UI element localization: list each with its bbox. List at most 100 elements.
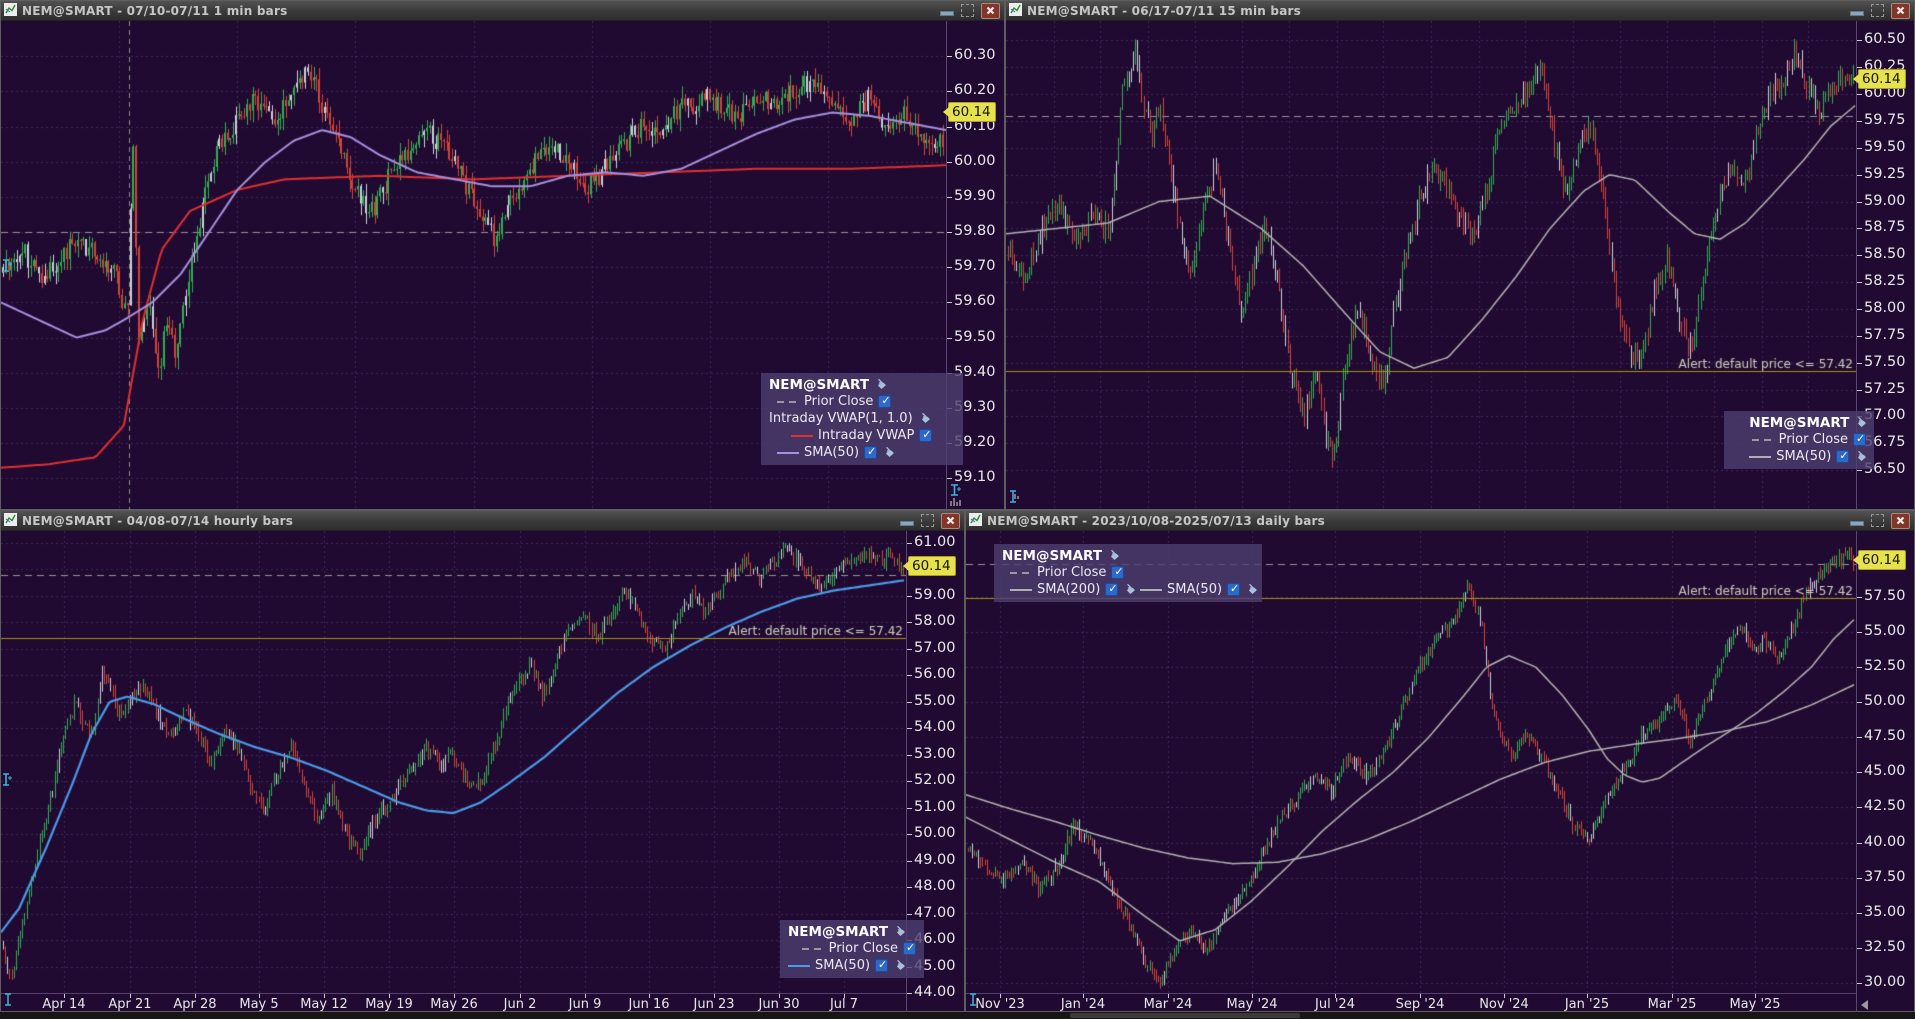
- window-titlebar[interactable]: NEM@SMART - 06/17-07/11 15 min bars: [1006, 1, 1914, 21]
- chart-tool-icon[interactable]: [968, 991, 980, 1010]
- legend-symbol[interactable]: NEM@SMART: [1749, 414, 1850, 431]
- last-price-badge: 60.14: [1853, 549, 1906, 570]
- y-axis-label: 55.00: [1857, 622, 1906, 639]
- restore-icon[interactable]: [1871, 4, 1884, 17]
- close-icon[interactable]: [1891, 2, 1910, 19]
- minimize-icon[interactable]: [939, 5, 954, 17]
- x-axis-label: Mar '24: [1143, 997, 1193, 1012]
- x-axis-label: May 19: [365, 997, 413, 1012]
- y-axis-label: 58.50: [1857, 246, 1906, 263]
- x-axis-tick: [1335, 994, 1336, 998]
- close-icon[interactable]: [981, 2, 1000, 19]
- hand-cursor-icon: [889, 956, 908, 975]
- checkbox-checked-icon[interactable]: [878, 394, 892, 408]
- vwap-swatch: [791, 434, 813, 437]
- checkbox-checked-icon[interactable]: [875, 958, 889, 972]
- chart-tool-icon[interactable]: [1008, 488, 1020, 507]
- legend-label: Prior Close: [804, 394, 874, 409]
- restore-icon[interactable]: [921, 514, 934, 527]
- chart-plot-area[interactable]: NEM@SMART Prior Close SMA(50) 60.14 61.0…: [1, 531, 964, 1012]
- checkbox-checked-icon[interactable]: [1836, 449, 1850, 463]
- x-axis-tick: [1083, 994, 1084, 998]
- y-axis-label: 40.00: [1857, 833, 1906, 850]
- y-axis-label: 59.60: [947, 293, 996, 310]
- chart-window-icon: [4, 1, 17, 20]
- checkbox-checked-icon[interactable]: [1105, 582, 1119, 596]
- checkbox-checked-icon[interactable]: [864, 445, 878, 459]
- price-axis[interactable]: 60.14 60.50 60.25 60.00 59.75 59.50 59.25 59.0…: [1853, 21, 1914, 510]
- x-axis-label: Jun 23: [693, 997, 735, 1012]
- mini-bars-icon[interactable]: [949, 497, 961, 507]
- x-axis-label: Jun 16: [628, 997, 670, 1012]
- y-axis-label: 55.00: [907, 692, 956, 709]
- chart-plot-area[interactable]: NEM@SMART Prior Close Intraday VWAP(1, 1…: [1, 21, 1004, 510]
- window-title: NEM@SMART - 06/17-07/11 15 min bars: [1027, 3, 1301, 18]
- x-axis-label: Jun 2: [503, 997, 537, 1012]
- candlestick-canvas[interactable]: [966, 531, 1856, 994]
- legend-symbol[interactable]: NEM@SMART: [788, 923, 889, 940]
- window-titlebar[interactable]: NEM@SMART - 07/10-07/11 1 min bars: [1, 1, 1004, 21]
- legend-symbol[interactable]: NEM@SMART: [1002, 547, 1103, 564]
- x-axis-label: Jun 9: [568, 997, 602, 1012]
- y-axis-label: 57.75: [1857, 326, 1906, 343]
- close-icon[interactable]: [1891, 512, 1910, 529]
- price-marker-icon[interactable]: [2, 257, 12, 276]
- price-marker-icon[interactable]: [2, 771, 12, 790]
- y-axis-label: 58.00: [907, 613, 956, 630]
- window-title: NEM@SMART - 04/08-07/14 hourly bars: [22, 513, 294, 528]
- candlestick-canvas[interactable]: [1006, 21, 1856, 510]
- y-axis-label: 58.25: [1857, 273, 1906, 290]
- hand-cursor-icon: [870, 375, 889, 394]
- legend-label: Prior Close: [1778, 432, 1848, 447]
- y-axis-label: 56.00: [907, 666, 956, 683]
- time-axis[interactable]: Apr 14 Apr 21 Apr 28 May 5 May 12 May 19 May 2…: [1, 993, 906, 1012]
- price-axis[interactable]: 60.14 60.30 60.20 60.10 60.00 59.90 59.80 59.7…: [943, 21, 1004, 510]
- chart-plot-area[interactable]: NEM@SMART Prior Close SMA(200) SMA(50) 60…: [966, 531, 1914, 1012]
- window-title: NEM@SMART - 2023/10/08-2025/07/13 daily …: [987, 513, 1326, 528]
- y-axis-label: 58.00: [1857, 300, 1906, 317]
- x-axis-tick: [1504, 994, 1505, 998]
- x-axis-tick: [1672, 994, 1673, 998]
- y-axis-label: 59.70: [947, 258, 996, 275]
- window-titlebar[interactable]: NEM@SMART - 2023/10/08-2025/07/13 daily …: [966, 511, 1914, 531]
- last-price-badge: 60.14: [943, 102, 996, 123]
- minimize-icon[interactable]: [899, 515, 914, 527]
- chart-window-daily: NEM@SMART - 2023/10/08-2025/07/13 daily …: [965, 510, 1915, 1012]
- y-axis-label: 54.00: [907, 719, 956, 736]
- checkbox-checked-icon[interactable]: [903, 941, 916, 955]
- x-axis-label: Sep '24: [1395, 997, 1445, 1012]
- text-cursor-icon[interactable]: [949, 484, 961, 496]
- y-axis-label: 57.00: [907, 639, 956, 656]
- scroll-left-arrow-icon[interactable]: [1861, 1000, 1868, 1010]
- x-axis-tick: [259, 994, 260, 998]
- x-axis-label: Jul 7: [829, 997, 859, 1012]
- candlestick-canvas[interactable]: [1, 531, 906, 994]
- restore-icon[interactable]: [1871, 514, 1884, 527]
- time-axis[interactable]: Nov '23 Jan '24 Mar '24 May '24 Jul '24 Sep '…: [966, 993, 1856, 1012]
- chart-tool-icon[interactable]: [3, 991, 15, 1010]
- price-axis[interactable]: 60.14 57.50 55.00 52.50 50.00 47.50 45.00 42.5…: [1853, 531, 1914, 1012]
- x-axis-tick: [130, 994, 131, 998]
- x-axis-label: Apr 21: [108, 997, 152, 1012]
- legend-label: Prior Close: [828, 941, 898, 956]
- legend-symbol[interactable]: NEM@SMART: [769, 376, 870, 393]
- close-icon[interactable]: [941, 512, 960, 529]
- y-axis-label: 49.00: [907, 851, 956, 868]
- prior-close-swatch: [801, 947, 824, 950]
- chart-plot-area[interactable]: NEM@SMART Prior Close SMA(50) 60.14 60.5…: [1006, 21, 1914, 510]
- checkbox-checked-icon[interactable]: [1227, 582, 1241, 596]
- minimize-icon[interactable]: [1849, 515, 1864, 527]
- sma-swatch: [777, 451, 799, 454]
- hand-cursor-icon: [878, 443, 897, 462]
- y-axis-label: 47.50: [1857, 728, 1906, 745]
- checkbox-checked-icon[interactable]: [1853, 432, 1866, 446]
- sma-swatch: [1749, 455, 1772, 458]
- price-axis[interactable]: 60.14 61.0060.0059.0058.0057.0056.0055.0…: [903, 531, 964, 1012]
- checkbox-checked-icon[interactable]: [919, 428, 933, 442]
- window-titlebar[interactable]: NEM@SMART - 04/08-07/14 hourly bars: [1, 511, 964, 531]
- minimize-icon[interactable]: [1849, 5, 1864, 17]
- checkbox-checked-icon[interactable]: [1111, 565, 1125, 579]
- scrollbar-thumb[interactable]: [1070, 1013, 1300, 1018]
- bottom-edge-strip: [0, 1012, 1915, 1019]
- restore-icon[interactable]: [961, 4, 974, 17]
